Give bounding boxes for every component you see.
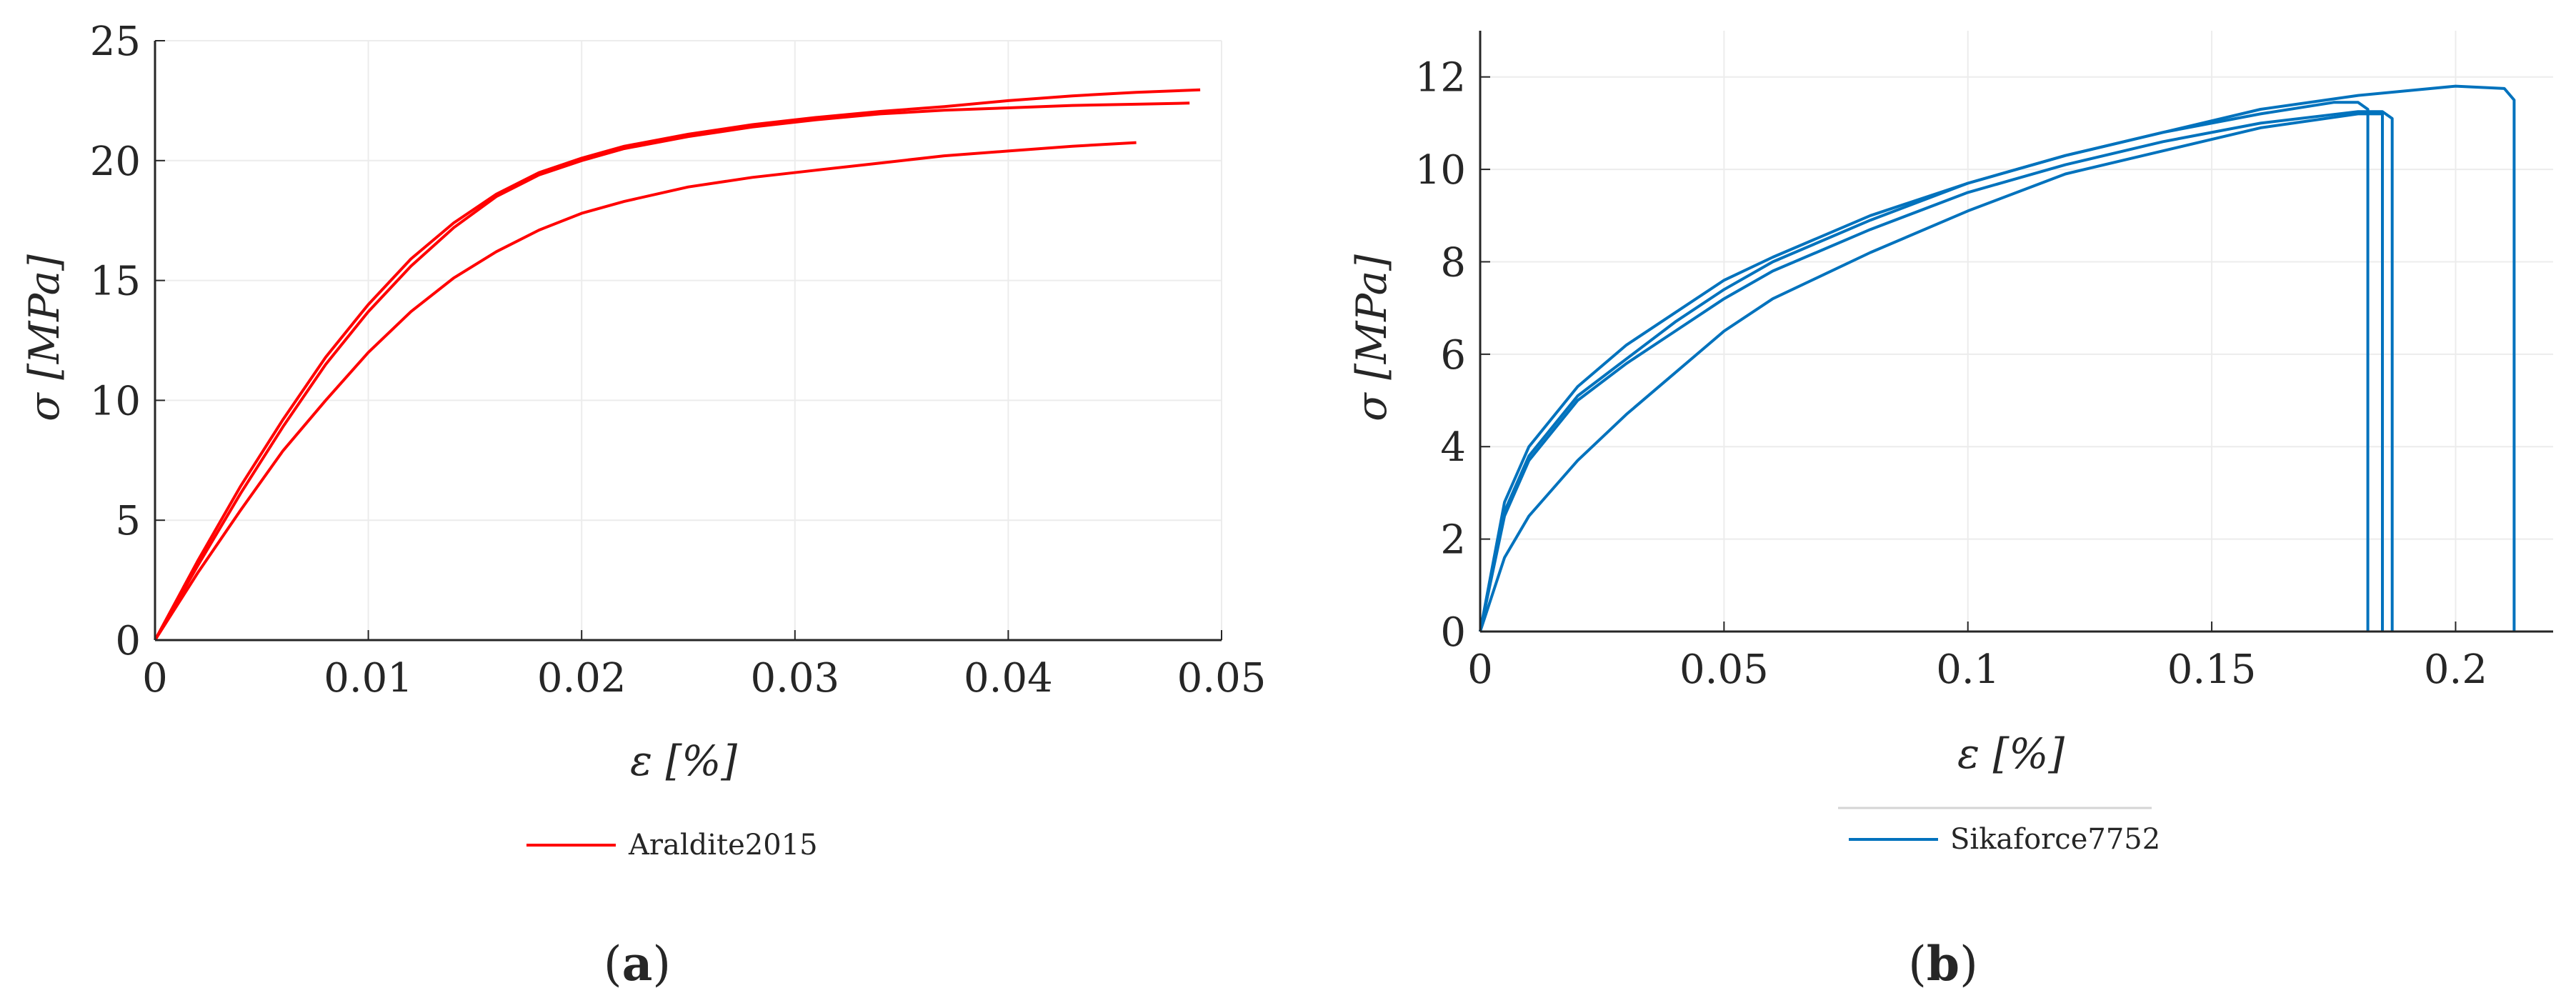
x-tick-label: 0.05: [1177, 655, 1267, 702]
y-tick-label: 0: [115, 618, 141, 664]
series-line: [1479, 101, 2370, 632]
curves: [1479, 84, 2516, 632]
x-axis-label: ε [%]: [1957, 729, 2065, 778]
x-axis-label: ε [%]: [630, 737, 737, 785]
grid: [155, 40, 1222, 640]
x-tick-label: 0.05: [1679, 647, 1769, 693]
legend: Araldite2015: [526, 829, 818, 862]
legend: Sikaforce7752: [1838, 807, 2160, 856]
x-tick-label: 0: [142, 655, 168, 702]
y-tick-label: 5: [115, 498, 141, 544]
x-tick-label: 0.03: [750, 655, 839, 702]
y-tick-label: 2: [1440, 517, 1466, 564]
series-line: [154, 101, 1190, 641]
legend-label: Araldite2015: [628, 829, 818, 862]
panel-b: 0 0.05 0.1 0.15 0.2 0 2 4 6 8 10 12 ε [%] σ [MPa] S…: [1347, 31, 2553, 992]
axes: [1479, 31, 2553, 633]
y-tick-label: 10: [1415, 147, 1466, 194]
y-tick-label: 8: [1440, 239, 1466, 286]
x-tick-label: 0: [1467, 647, 1493, 693]
y-tick-label: 4: [1440, 424, 1466, 471]
tick-labels: 0 0.01 0.02 0.03 0.04 0.05 0 5 10 15 20 25: [90, 19, 1267, 702]
panel-a: 0 0.01 0.02 0.03 0.04 0.05 0 5 10 15 20 25 ε [%] σ …: [20, 19, 1266, 992]
tick-labels: 0 0.05 0.1 0.15 0.2 0 2 4 6 8 10 12: [1415, 55, 2487, 693]
series-line: [1479, 112, 2384, 632]
x-tick-label: 0.1: [1936, 647, 2000, 693]
x-tick-label: 0.02: [537, 655, 626, 702]
y-tick-label: 20: [90, 139, 141, 185]
y-tick-label: 6: [1440, 332, 1466, 379]
axes: [154, 40, 1222, 642]
y-tick-label: 10: [90, 378, 141, 424]
y-tick-label: 12: [1415, 55, 1466, 101]
x-tick-label: 0.04: [964, 655, 1053, 702]
series-line: [154, 141, 1137, 642]
grid: [1480, 31, 2553, 632]
y-axis-label: σ [MPa]: [20, 254, 69, 421]
x-tick-label: 0.15: [2167, 647, 2257, 693]
x-tick-label: 0.01: [324, 655, 413, 702]
y-axis-label: σ [MPa]: [1347, 254, 1396, 421]
series-line: [1479, 84, 2516, 632]
series-line: [1479, 110, 2394, 632]
y-tick-label: 25: [90, 19, 141, 65]
curves: [154, 88, 1201, 642]
y-tick-label: 15: [90, 259, 141, 305]
series-line: [154, 88, 1201, 641]
y-tick-label: 0: [1440, 609, 1466, 656]
legend-label: Sikaforce7752: [1950, 823, 2160, 856]
panel-caption: (b): [1908, 936, 1978, 992]
panel-caption: (a): [604, 936, 671, 992]
x-tick-label: 0.2: [2424, 647, 2487, 693]
